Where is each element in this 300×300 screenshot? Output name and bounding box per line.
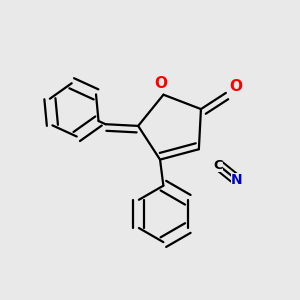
Text: O: O: [154, 76, 167, 91]
Text: C: C: [214, 159, 223, 172]
Text: O: O: [229, 79, 242, 94]
Text: N: N: [231, 173, 243, 187]
